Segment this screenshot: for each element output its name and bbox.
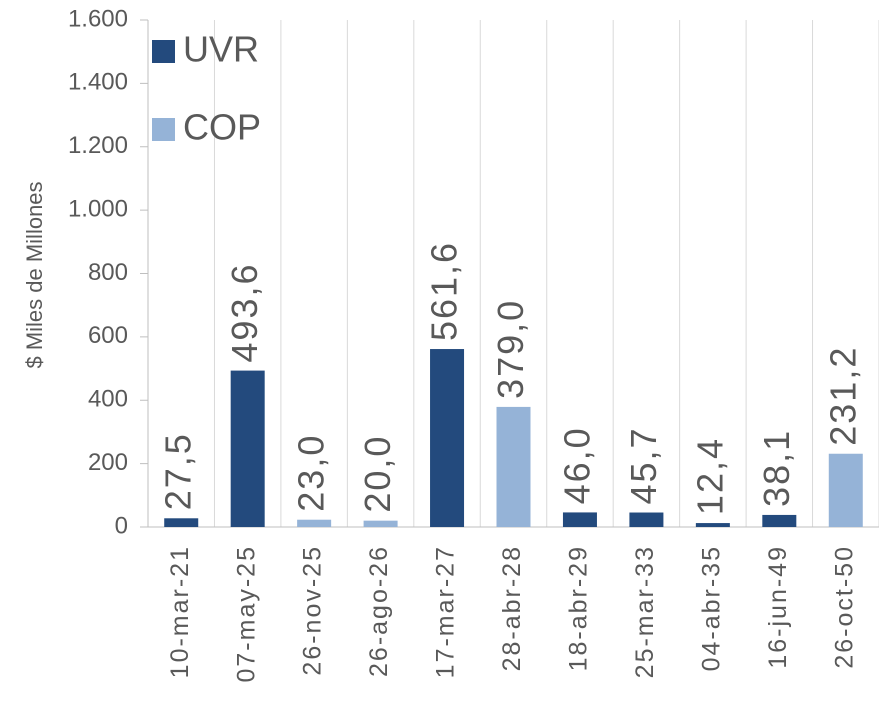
data-label: 231,2 [822, 346, 863, 446]
x-tick-label: 17-mar-27 [432, 545, 460, 678]
bar [762, 514, 797, 527]
bar [430, 349, 465, 527]
x-tick-label: 26-oct-50 [830, 545, 858, 669]
legend-label: COP [183, 107, 261, 148]
x-tick-label: 10-mar-21 [166, 545, 194, 678]
x-tick-label: 18-abr-29 [565, 545, 593, 671]
y-tick-label: 200 [88, 449, 128, 476]
data-label: 27,5 [158, 432, 199, 510]
y-tick-label: 1.200 [68, 132, 128, 159]
x-tick-label: 07-may-25 [232, 545, 260, 683]
data-label: 379,0 [490, 299, 531, 399]
y-tick-label: 1.000 [68, 195, 128, 222]
data-label: 561,6 [424, 241, 465, 341]
y-tick-label: 1.600 [68, 5, 128, 32]
bar [363, 520, 398, 527]
x-tick-label: 26-nov-25 [299, 545, 327, 676]
x-tick-label: 16-jun-49 [764, 545, 792, 669]
y-tick-label: 800 [88, 259, 128, 286]
bar [629, 512, 664, 527]
y-tick-label: 600 [88, 322, 128, 349]
data-label: 38,1 [756, 429, 797, 507]
data-label: 12,4 [689, 437, 730, 515]
data-label: 46,0 [556, 426, 597, 504]
bar [496, 406, 531, 527]
y-tick-label: 0 [115, 512, 128, 539]
x-tick-label: 25-mar-33 [631, 545, 659, 678]
bar [828, 453, 863, 527]
data-label: 45,7 [623, 426, 664, 504]
x-tick-label: 28-abr-28 [498, 545, 526, 671]
y-tick-label: 1.400 [68, 69, 128, 96]
legend-swatch [152, 40, 175, 63]
bar [695, 523, 730, 527]
x-tick-label: 04-abr-35 [697, 545, 725, 671]
legend-label: UVR [183, 29, 259, 70]
y-axis-title: $ Miles de Millones [22, 181, 47, 368]
legend-swatch [152, 118, 175, 141]
data-label: 493,6 [224, 262, 265, 362]
x-tick-label: 26-ago-26 [365, 545, 393, 677]
bar [230, 370, 265, 527]
bar [164, 518, 199, 527]
y-tick-label: 400 [88, 386, 128, 413]
bar [297, 519, 332, 527]
data-label: 20,0 [357, 435, 398, 513]
bar [562, 512, 597, 527]
data-label: 23,0 [291, 434, 332, 512]
